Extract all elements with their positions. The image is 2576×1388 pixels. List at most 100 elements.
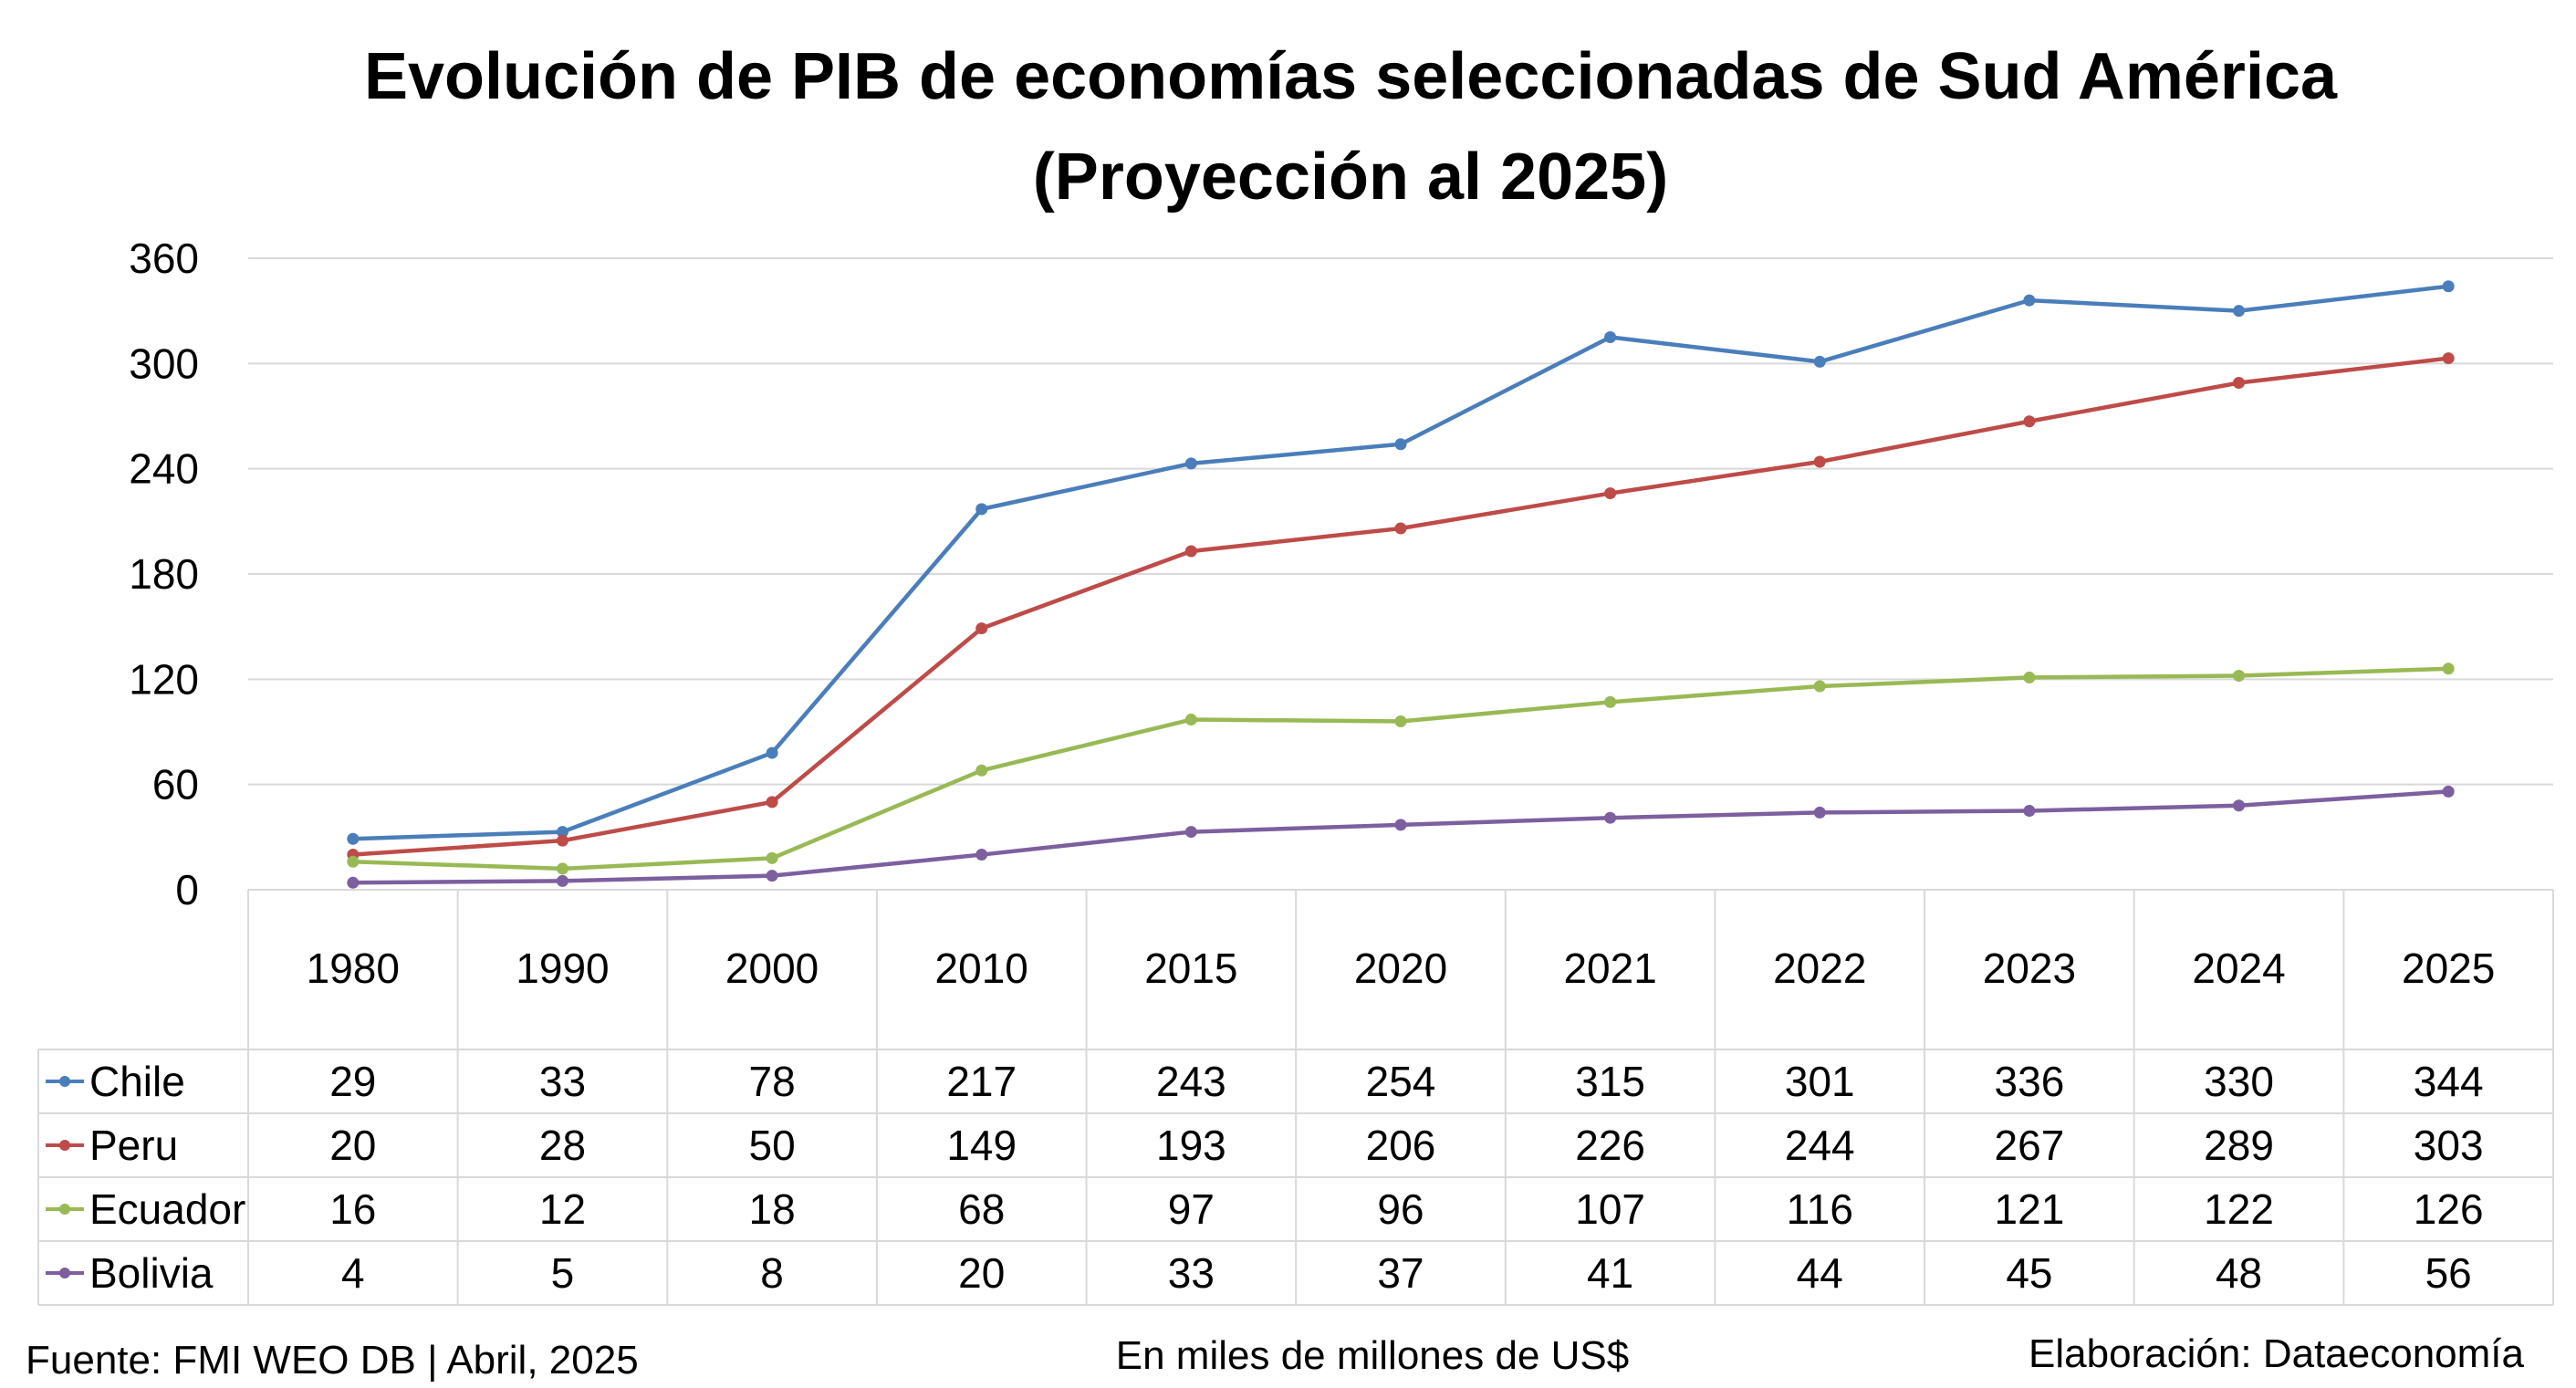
- data-point: [1394, 819, 1407, 831]
- table-cell: 301: [1785, 1058, 1855, 1105]
- table-cell: 20: [958, 1249, 1005, 1297]
- data-point: [2442, 280, 2455, 293]
- table-cell: 20: [329, 1122, 376, 1169]
- footer-credit: Elaboración: Dataeconomía: [2028, 1331, 2525, 1376]
- series-chile: [347, 280, 2455, 845]
- table-cell: 37: [1377, 1249, 1424, 1297]
- data-point: [2442, 352, 2455, 365]
- x-category-label: 2020: [1354, 944, 1447, 992]
- legend-label: Bolivia: [89, 1249, 214, 1297]
- series-line: [352, 789, 2449, 885]
- y-tick-label: 300: [129, 339, 199, 387]
- data-point: [1184, 545, 1197, 558]
- legend-key-marker: [59, 1140, 70, 1151]
- data-point: [1604, 331, 1617, 343]
- table-cell: 122: [2204, 1185, 2274, 1233]
- table-cell: 303: [2414, 1122, 2484, 1169]
- data-point: [2023, 294, 2036, 307]
- data-point: [556, 874, 568, 887]
- series-line: [352, 284, 2449, 841]
- series-peru: [347, 352, 2455, 861]
- x-category-label: 2015: [1144, 944, 1237, 992]
- table-cell: 226: [1575, 1122, 1645, 1169]
- y-axis-ticks: 0 60 120 180 240 300 360: [129, 235, 199, 913]
- data-point: [975, 503, 988, 516]
- table-row-ecuador: Ecuador 16 12 18 68 97 96 107 116 121 122 126: [46, 1185, 2484, 1233]
- table-cell: 33: [539, 1058, 586, 1105]
- table-cell: 193: [1156, 1122, 1226, 1169]
- data-point: [1813, 455, 1826, 468]
- data-point: [2023, 415, 2036, 428]
- x-category-label: 2021: [1563, 944, 1656, 992]
- table-cell: 18: [749, 1185, 796, 1233]
- y-tick-label: 0: [175, 866, 199, 913]
- data-point: [2233, 305, 2246, 318]
- series-ecuador: [347, 663, 2455, 875]
- data-point: [1604, 695, 1617, 708]
- data-point: [1604, 487, 1617, 500]
- table-cell: 48: [2216, 1249, 2262, 1297]
- gridlines: [248, 257, 2553, 891]
- legend-label: Chile: [89, 1058, 185, 1105]
- data-point: [2233, 376, 2246, 389]
- table-cell: 8: [760, 1249, 784, 1297]
- table-cell: 206: [1366, 1122, 1436, 1169]
- series-line: [352, 666, 2449, 871]
- x-category-label: 1980: [307, 944, 400, 992]
- table-cell: 126: [2414, 1185, 2484, 1233]
- table-cell: 121: [1995, 1185, 2065, 1233]
- table-cell: 315: [1575, 1058, 1645, 1105]
- table-cell: 16: [329, 1185, 376, 1233]
- y-tick-label: 180: [129, 550, 199, 598]
- data-point: [1813, 680, 1826, 693]
- table-cell: 50: [749, 1122, 796, 1169]
- legend-key-marker: [59, 1204, 70, 1215]
- data-table: 1980 1990 2000 2010 2015 2020 2021 2022 2023 2024…: [37, 890, 2554, 1306]
- table-cell: 289: [2204, 1122, 2274, 1169]
- data-point: [766, 796, 778, 809]
- x-category-label: 1990: [516, 944, 609, 992]
- data-point: [1604, 811, 1617, 824]
- table-cell: 12: [539, 1185, 586, 1233]
- chart-title: Evolución de PIB de economías selecciona…: [364, 40, 2338, 113]
- data-point: [1184, 826, 1197, 839]
- data-point: [2233, 669, 2246, 682]
- series-line: [352, 356, 2449, 857]
- table-row-peru: Peru 20 28 50 149 193 206 226 244 267 289 303: [46, 1122, 2484, 1169]
- x-category-label: 2024: [2192, 944, 2285, 992]
- legend-key-marker: [59, 1268, 70, 1278]
- data-point: [2023, 671, 2036, 684]
- table-cell: 243: [1156, 1058, 1226, 1105]
- legend-key-marker: [59, 1076, 70, 1087]
- table-cell: 344: [2414, 1058, 2484, 1105]
- table-cell: 45: [2006, 1249, 2052, 1297]
- table-cell: 4: [341, 1249, 365, 1297]
- data-point: [1813, 806, 1826, 819]
- table-cell: 217: [946, 1058, 1017, 1105]
- table-row-bolivia: Bolivia 4 5 8 20 33 37 41 44 45 48 56: [46, 1249, 2472, 1297]
- table-cell: 336: [1995, 1058, 2065, 1105]
- x-category-label: 2023: [1983, 944, 2076, 992]
- data-point: [2442, 663, 2455, 675]
- y-tick-label: 60: [152, 761, 199, 809]
- table-cell: 29: [329, 1058, 376, 1105]
- data-point: [1184, 714, 1197, 726]
- legend-label: Ecuador: [89, 1185, 245, 1233]
- data-point: [347, 855, 360, 868]
- data-point: [975, 622, 988, 635]
- data-point: [2023, 805, 2036, 817]
- chart-subtitle: (Proyección al 2025): [1033, 141, 1668, 214]
- table-cell: 41: [1587, 1249, 1633, 1297]
- data-point: [556, 834, 568, 847]
- data-point: [556, 862, 568, 875]
- table-cell: 330: [2204, 1058, 2274, 1105]
- data-point: [556, 826, 568, 839]
- data-point: [1394, 522, 1407, 535]
- data-point: [766, 851, 778, 864]
- table-cell: 33: [1168, 1249, 1215, 1297]
- data-point: [2442, 785, 2455, 798]
- x-category-label: 2010: [935, 944, 1028, 992]
- data-point: [1394, 438, 1407, 451]
- table-cell: 244: [1785, 1122, 1855, 1169]
